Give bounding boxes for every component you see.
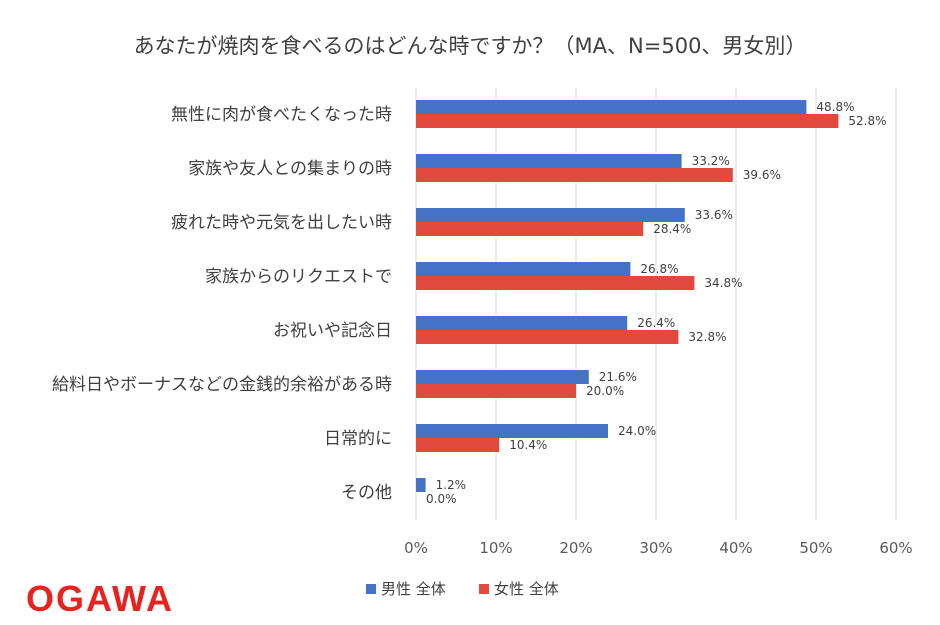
- bar-male: [416, 154, 682, 168]
- category-label: 疲れた時や元気を出したい時: [171, 213, 392, 233]
- category-label: その他: [341, 483, 392, 503]
- data-label: 24.0%: [618, 424, 656, 438]
- x-tick-label: 40%: [719, 539, 752, 557]
- category-label: 日常的に: [324, 429, 392, 449]
- legend-label: 女性 全体: [494, 580, 559, 598]
- data-label: 10.4%: [509, 438, 547, 452]
- legend-swatch: [479, 584, 489, 594]
- data-label: 26.8%: [640, 262, 678, 276]
- bar-female: [416, 438, 500, 452]
- bar-male: [416, 370, 589, 384]
- ogawa-logo: OGAWA: [26, 578, 175, 619]
- category-label: 家族や友人との集まりの時: [188, 159, 392, 179]
- data-label: 28.4%: [653, 222, 691, 236]
- bar-female: [416, 384, 576, 398]
- legend-swatch: [366, 584, 376, 594]
- bar-male: [416, 316, 628, 330]
- x-tick-label: 60%: [879, 539, 912, 557]
- data-label: 33.6%: [695, 208, 733, 222]
- x-tick-label: 20%: [559, 539, 592, 557]
- data-label: 34.8%: [704, 276, 742, 290]
- data-label: 48.8%: [816, 100, 854, 114]
- bar-female: [416, 222, 644, 236]
- chart-title: あなたが焼肉を食べるのはどんな時ですか？（MA、N=500、男女別）: [133, 34, 807, 58]
- bar-male: [416, 262, 631, 276]
- data-label: 0.0%: [426, 492, 457, 506]
- data-label: 1.2%: [436, 478, 467, 492]
- category-label: 無性に肉が食べたくなった時: [171, 105, 392, 125]
- bar-female: [416, 330, 679, 344]
- data-label: 21.6%: [599, 370, 637, 384]
- bar-male: [416, 424, 608, 438]
- data-label: 20.0%: [586, 384, 624, 398]
- bar-female: [416, 114, 839, 128]
- data-label: 52.8%: [848, 114, 886, 128]
- data-label: 33.2%: [692, 154, 730, 168]
- x-tick-label: 0%: [404, 539, 428, 557]
- x-tick-label: 10%: [479, 539, 512, 557]
- bar-female: [416, 276, 695, 290]
- bar-male: [416, 100, 807, 114]
- data-label: 26.4%: [637, 316, 675, 330]
- bar-male: [416, 208, 685, 222]
- bar-male: [416, 478, 426, 492]
- data-label: 39.6%: [743, 168, 781, 182]
- legend-label: 男性 全体: [381, 580, 446, 598]
- x-tick-label: 30%: [639, 539, 672, 557]
- category-label: 給料日やボーナスなどの金銭的余裕がある時: [52, 375, 392, 395]
- data-label: 32.8%: [688, 330, 726, 344]
- category-label: お祝いや記念日: [273, 320, 392, 341]
- bar-female: [416, 168, 733, 182]
- category-label: 家族からのリクエストで: [205, 267, 392, 287]
- x-tick-label: 50%: [799, 539, 832, 557]
